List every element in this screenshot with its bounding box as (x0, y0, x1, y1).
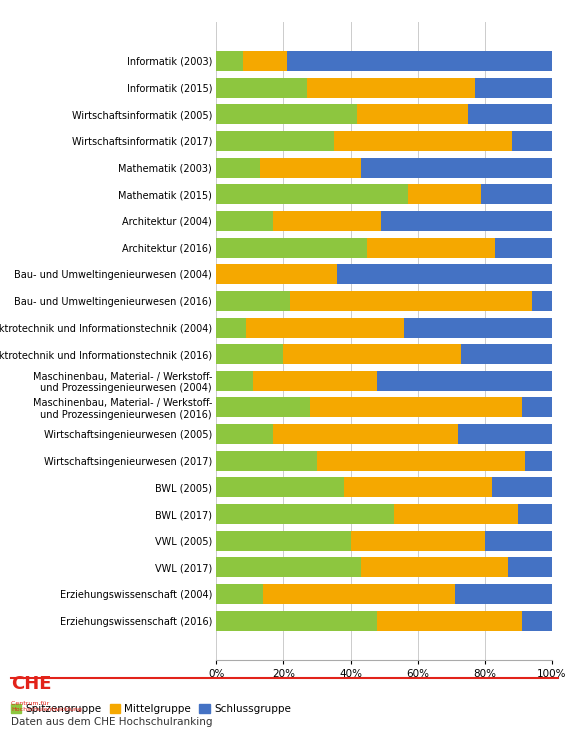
Bar (512, 131, 552, 151)
Text: Centrum für
Hochschulentwicklung: Centrum für Hochschulentwicklung (11, 701, 83, 712)
Bar (283, 345, 461, 364)
Bar (525, 451, 552, 471)
Bar (287, 51, 552, 71)
Bar (485, 531, 552, 550)
Bar (518, 504, 552, 524)
Bar (216, 78, 307, 97)
Bar (351, 531, 485, 550)
Bar (361, 557, 508, 578)
Bar (273, 424, 458, 444)
Bar (377, 611, 522, 630)
Bar (216, 51, 243, 71)
Bar (216, 451, 317, 471)
Bar (216, 317, 246, 337)
Bar (216, 291, 290, 311)
Bar (495, 237, 552, 257)
Bar (337, 264, 552, 284)
Bar (243, 51, 287, 71)
Bar (273, 211, 381, 231)
Bar (481, 184, 552, 205)
Bar (216, 237, 368, 257)
Bar (216, 104, 357, 125)
Bar (216, 557, 361, 578)
Text: CHE: CHE (11, 674, 52, 693)
Bar (407, 184, 481, 205)
Bar (216, 531, 351, 550)
Bar (455, 584, 552, 604)
Bar (368, 237, 495, 257)
Bar (377, 371, 552, 391)
Bar (307, 78, 475, 97)
Bar (216, 477, 344, 498)
Bar (458, 424, 552, 444)
Bar (522, 397, 552, 418)
Bar (310, 397, 522, 418)
Bar (475, 78, 552, 97)
Bar (333, 131, 512, 151)
Bar (492, 477, 552, 498)
Bar (404, 317, 552, 337)
Bar (468, 104, 552, 125)
Bar (216, 158, 260, 177)
Bar (216, 504, 394, 524)
Bar (317, 451, 525, 471)
Bar (532, 291, 552, 311)
Bar (216, 211, 273, 231)
Bar (260, 158, 361, 177)
Bar (216, 131, 333, 151)
Bar (394, 504, 518, 524)
Bar (522, 611, 552, 630)
Bar (216, 184, 407, 205)
Bar (216, 611, 377, 630)
Bar (246, 317, 404, 337)
Bar (216, 345, 283, 364)
Legend: Spitzengruppe, Mittelgruppe, Schlussgruppe: Spitzengruppe, Mittelgruppe, Schlussgrup… (7, 700, 295, 718)
Bar (381, 211, 552, 231)
Bar (216, 584, 263, 604)
Bar (216, 424, 273, 444)
Bar (344, 477, 492, 498)
Bar (508, 557, 552, 578)
Text: Daten aus dem CHE Hochschulranking: Daten aus dem CHE Hochschulranking (11, 717, 213, 727)
Bar (290, 291, 532, 311)
Bar (461, 345, 552, 364)
Bar (216, 397, 310, 418)
Bar (361, 158, 552, 177)
Bar (263, 584, 455, 604)
Bar (253, 371, 377, 391)
Bar (216, 264, 337, 284)
Bar (357, 104, 468, 125)
Bar (216, 371, 253, 391)
